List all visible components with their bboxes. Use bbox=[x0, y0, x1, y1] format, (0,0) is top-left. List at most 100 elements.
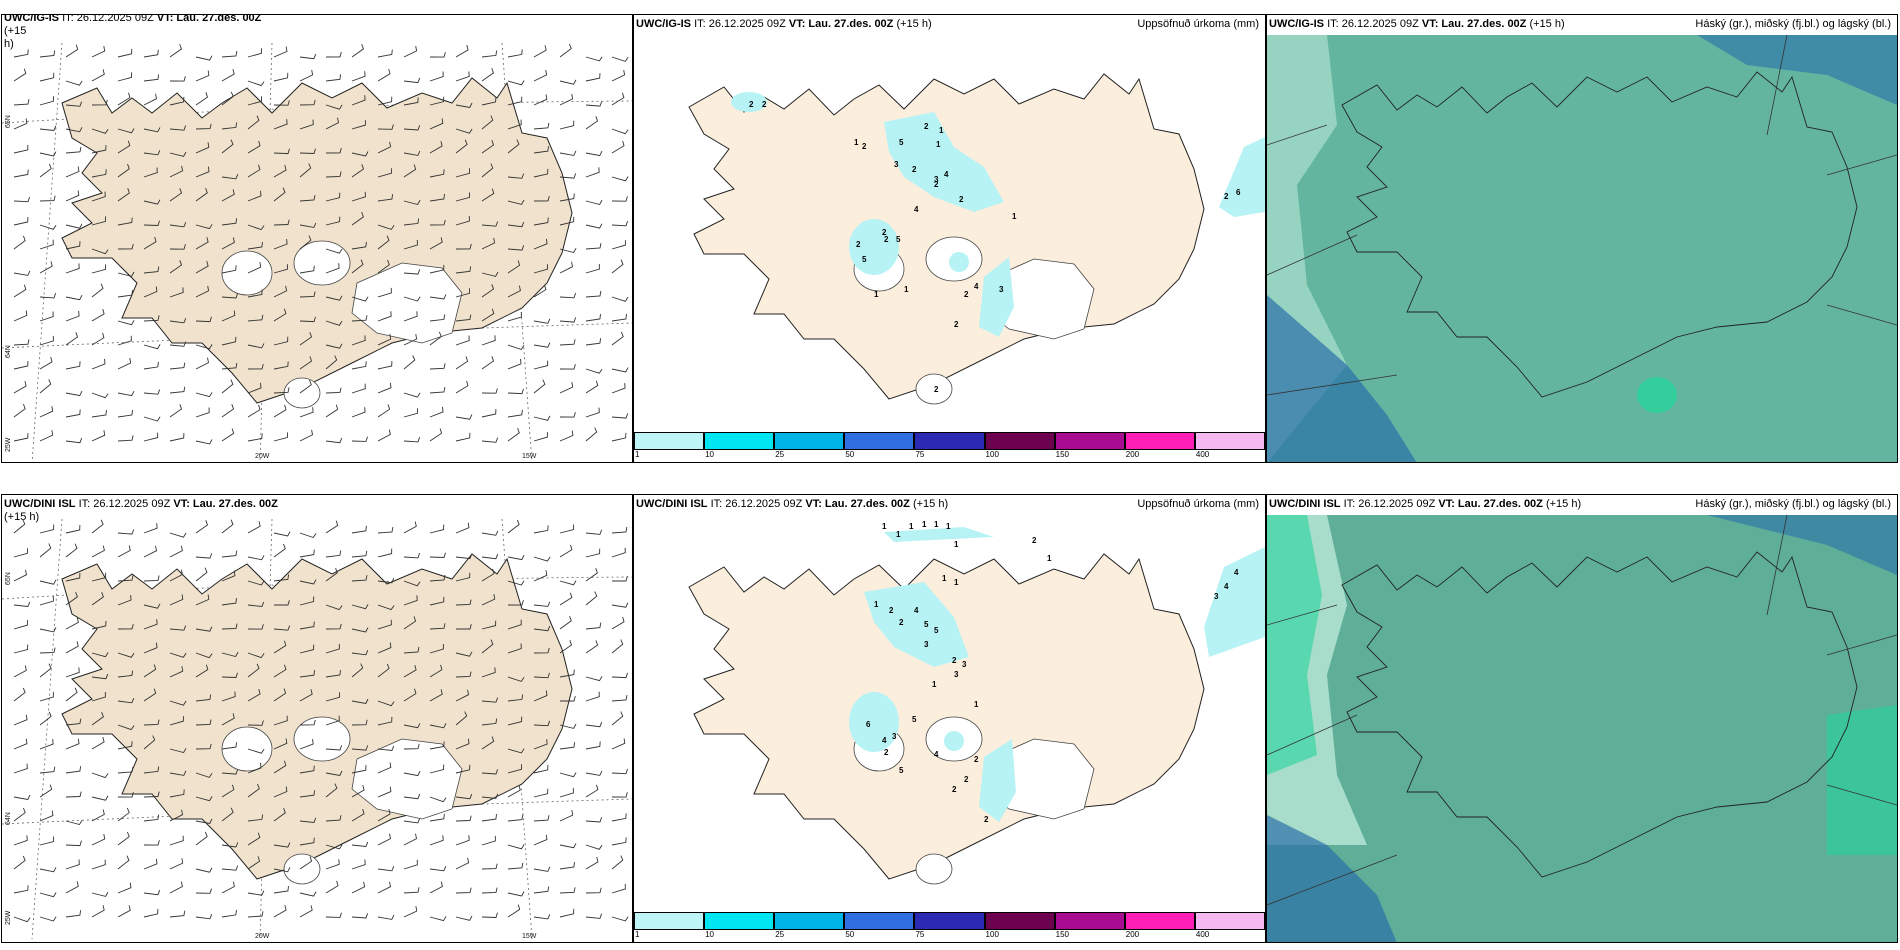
wind-barb bbox=[13, 519, 26, 534]
wind-barb bbox=[13, 196, 31, 203]
wind-barb bbox=[117, 766, 134, 774]
wind-barb bbox=[247, 720, 264, 726]
wind-barb bbox=[169, 881, 183, 894]
precip-value: 1 bbox=[1012, 212, 1017, 221]
wind-barb bbox=[325, 669, 341, 678]
wind-barb bbox=[429, 866, 447, 872]
wind-barb bbox=[507, 409, 523, 418]
wind-barb bbox=[195, 594, 210, 606]
wind-barb bbox=[39, 784, 53, 798]
wind-barb bbox=[481, 697, 499, 703]
wind-barb bbox=[455, 356, 469, 370]
wind-barb bbox=[13, 855, 26, 870]
precip-value: 5 bbox=[862, 255, 867, 264]
wind-barb bbox=[585, 741, 601, 750]
wind-barb bbox=[533, 379, 546, 394]
wind-barb bbox=[169, 858, 184, 870]
precip-value: 1 bbox=[932, 680, 937, 689]
wind-barb bbox=[169, 532, 187, 538]
wind-barb bbox=[377, 235, 390, 250]
wind-barb bbox=[507, 716, 523, 726]
wind-barb bbox=[559, 843, 577, 849]
wind-barb bbox=[585, 407, 600, 418]
wind-barb bbox=[169, 404, 183, 418]
iceland-outline bbox=[1341, 71, 1858, 398]
wind-barb bbox=[39, 739, 54, 750]
wind-barb bbox=[91, 691, 106, 702]
wind-barb bbox=[117, 72, 133, 82]
wind-barb bbox=[377, 548, 393, 558]
wind-barb bbox=[39, 579, 57, 585]
wind-barb bbox=[429, 314, 446, 322]
wind-barb bbox=[351, 841, 369, 847]
wind-barb bbox=[611, 768, 628, 775]
wind-barb bbox=[585, 770, 603, 776]
wind-barb bbox=[195, 831, 208, 846]
wind-barb bbox=[429, 835, 444, 846]
wind-barb bbox=[507, 904, 521, 918]
wind-barb bbox=[507, 388, 524, 395]
precip-value: 1 bbox=[909, 522, 914, 531]
precip-value: 2 bbox=[1032, 536, 1037, 545]
wind-barb bbox=[169, 125, 187, 131]
wind-barb bbox=[559, 742, 576, 750]
wind-barb bbox=[585, 856, 599, 870]
wind-barb bbox=[91, 248, 109, 255]
wind-barb bbox=[143, 93, 158, 106]
wind-barb bbox=[455, 793, 473, 800]
precip-value: 1 bbox=[939, 126, 944, 135]
wind-barb bbox=[533, 217, 549, 226]
wind-barb bbox=[429, 96, 445, 106]
wind-barb bbox=[611, 367, 629, 373]
wind-barb bbox=[299, 765, 315, 774]
wind-barb bbox=[169, 362, 186, 370]
wind-barb bbox=[325, 550, 342, 558]
wind-barb bbox=[221, 672, 238, 678]
wind-barb bbox=[585, 844, 603, 850]
wind-barb bbox=[481, 388, 498, 394]
precip-value: 3 bbox=[962, 660, 967, 669]
wind-barb bbox=[117, 335, 132, 346]
wind-barb bbox=[377, 168, 392, 178]
wind-barb bbox=[403, 723, 421, 729]
wind-barb bbox=[481, 188, 495, 202]
wind-barb bbox=[273, 361, 289, 370]
wind-barb bbox=[65, 687, 78, 702]
wind-barb bbox=[143, 220, 160, 226]
wind-barb bbox=[247, 601, 265, 607]
wind-barb bbox=[481, 594, 496, 606]
precip-value: 2 bbox=[749, 100, 754, 109]
wind-barb bbox=[273, 219, 290, 226]
wind-barb bbox=[143, 127, 161, 133]
wind-barb bbox=[65, 311, 80, 322]
wind-barb bbox=[117, 529, 135, 535]
wind-barb bbox=[455, 689, 470, 702]
wind-barb bbox=[611, 639, 624, 654]
wind-barb bbox=[247, 96, 262, 106]
wind-barb bbox=[455, 887, 472, 894]
wind-barb bbox=[559, 93, 574, 106]
wind-barb bbox=[481, 335, 496, 346]
wind-barb bbox=[507, 676, 525, 682]
wind-barb bbox=[117, 243, 134, 250]
wind-barb bbox=[585, 290, 602, 298]
wind-panel-row1: UWC/IG-IS IT: 26.12.2025 09Z VT: Lau. 27… bbox=[1, 14, 633, 463]
wind-barb bbox=[13, 569, 28, 582]
wind-barb bbox=[13, 807, 26, 822]
wind-barb bbox=[299, 119, 314, 130]
wind-barb bbox=[325, 355, 338, 370]
wind-barb bbox=[611, 56, 629, 62]
wind-barb bbox=[507, 844, 525, 850]
wind-barb bbox=[612, 576, 628, 582]
wind-barb bbox=[169, 318, 187, 324]
wind-barb bbox=[169, 747, 187, 754]
wind-barb bbox=[611, 176, 629, 182]
wind-barb bbox=[325, 437, 343, 444]
wind-barb bbox=[507, 245, 525, 251]
wind-barb bbox=[39, 163, 52, 178]
wind-barb bbox=[351, 383, 366, 394]
precip-value: 1 bbox=[874, 600, 879, 609]
wind-barb bbox=[143, 74, 160, 82]
wind-barb bbox=[351, 436, 368, 442]
wind-barb bbox=[91, 545, 105, 558]
